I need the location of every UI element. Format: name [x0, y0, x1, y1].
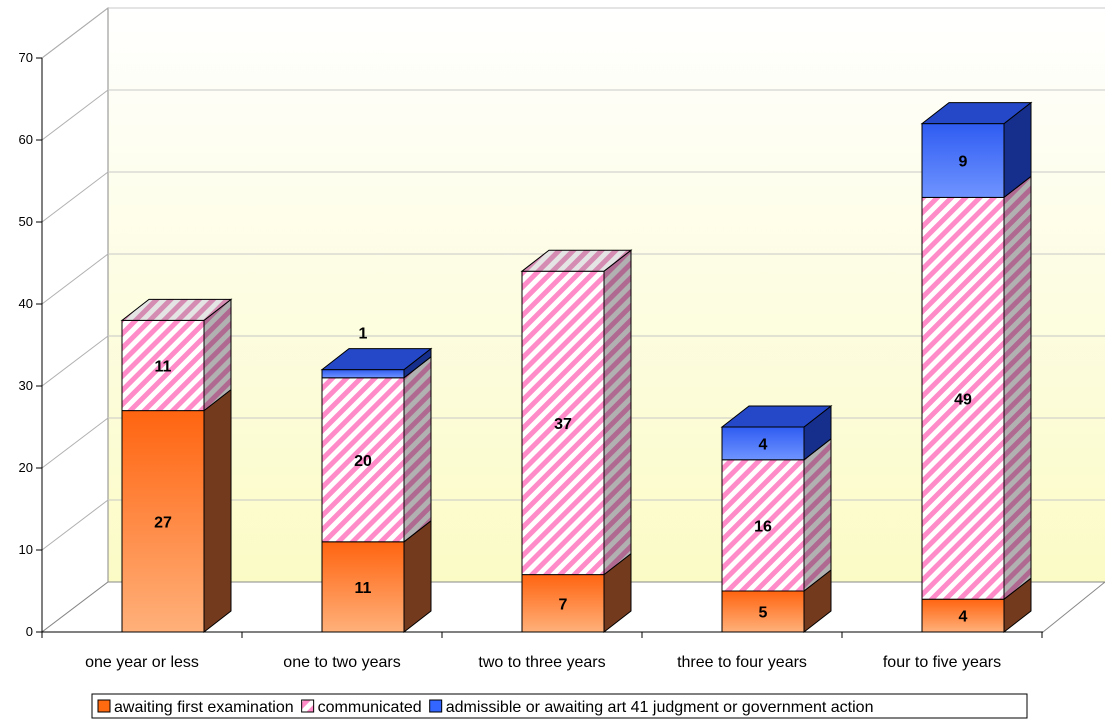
data-label-awaiting-first-examination-two-to-three-years: 7	[559, 596, 568, 613]
gridline-side-20	[41, 417, 109, 469]
gridline-side-50	[41, 171, 109, 223]
gridline-side-60	[41, 89, 109, 141]
gridline-side-30	[41, 335, 109, 387]
data-label-awaiting-first-examination-one-year-or-less: 27	[154, 514, 172, 531]
x-tick-label-three-to-four-years: three to four years	[677, 654, 807, 671]
y-tick-label-40: 40	[19, 296, 33, 311]
bar-communicated-one-to-two-years	[321, 377, 405, 543]
legend-label-awaiting-first-examination: awaiting first examination	[114, 699, 294, 716]
bar-awaiting-first-examination-three-to-four-years	[721, 590, 805, 633]
data-label-awaiting-first-examination-one-to-two-years: 11	[355, 580, 372, 597]
data-label-communicated-one-year-or-less: 11	[155, 359, 172, 376]
side-wall	[41, 6, 109, 634]
legend-swatch-admissible-or-awaiting-art-41-judgment-or-government-action	[429, 699, 443, 713]
y-tick-label-20: 20	[19, 460, 33, 475]
data-label-admissible-or-awaiting-art-41-judgment-or-government-action-one-to-two-years: 1	[359, 326, 368, 343]
bar-admissible-or-awaiting-art-41-judgment-or-government-action-four-to-five-years	[921, 123, 1005, 198]
bar-admissible-or-awaiting-art-41-judgment-or-government-action-four-to-five-years-top	[920, 102, 1033, 125]
bar-stack-four-to-five-years	[920, 101, 1033, 634]
bar-communicated-two-to-three-years-side	[603, 249, 632, 576]
x-tick-label-two-to-three-years: two to three years	[478, 654, 605, 671]
gridline-side-40	[41, 253, 109, 305]
legend-swatch-communicated	[301, 699, 315, 713]
data-label-admissible-or-awaiting-art-41-judgment-or-government-action-four-to-five-years: 9	[959, 154, 968, 171]
bar-communicated-one-to-two-years-side	[403, 355, 432, 543]
bar-communicated-one-year-or-less-top	[120, 298, 233, 321]
data-label-communicated-one-to-two-years: 20	[354, 453, 372, 470]
bar-communicated-three-to-four-years	[721, 459, 805, 592]
legend-label-admissible-or-awaiting-art-41-judgment-or-government-action: admissible or awaiting art 41 judgment o…	[446, 699, 874, 716]
y-tick-label-10: 10	[19, 542, 33, 557]
bar-admissible-or-awaiting-art-41-judgment-or-government-action-three-to-four-years	[721, 426, 805, 461]
legend-box	[91, 693, 1028, 719]
data-labels: 27 11 11 20 1 7 37 5 16 4 4 49 9	[154, 154, 972, 626]
data-label-awaiting-first-examination-three-to-four-years: 5	[759, 605, 768, 622]
bar-admissible-or-awaiting-art-41-judgment-or-government-action-three-to-four-years-top	[720, 405, 833, 428]
axes: 0 10 20 30 40 50 60 70 one year or less one to tw…	[19, 50, 1043, 671]
bar-communicated-four-to-five-years-side	[1003, 175, 1032, 601]
bar-admissible-or-awaiting-art-41-judgment-or-government-action-one-to-two-years-top	[320, 348, 433, 371]
bar-communicated-one-year-or-less	[121, 319, 205, 412]
data-label-communicated-three-to-four-years: 16	[754, 518, 772, 535]
y-tick-label-60: 60	[19, 132, 33, 147]
gridline-side-70	[41, 7, 109, 59]
bars	[120, 101, 1033, 634]
bar-awaiting-first-examination-one-year-or-less-side	[203, 388, 232, 634]
x-tick-label-four-to-five-years: four to five years	[883, 654, 1001, 671]
y-tick-label-50: 50	[19, 214, 33, 229]
legend-label-communicated: communicated	[318, 699, 422, 716]
bar-awaiting-first-examination-two-to-three-years	[521, 574, 605, 633]
legend: awaiting first examination communicated ad…	[91, 693, 1028, 719]
y-tick-label-30: 30	[19, 378, 33, 393]
bar-admissible-or-awaiting-art-41-judgment-or-government-action-one-to-two-years	[321, 369, 405, 379]
bar-stack-three-to-four-years	[720, 404, 833, 634]
bar-stack-two-to-three-years	[520, 249, 633, 634]
data-label-communicated-four-to-five-years: 49	[954, 391, 972, 408]
legend-swatch-awaiting-first-examination	[97, 699, 111, 713]
data-label-communicated-two-to-three-years: 37	[554, 416, 572, 433]
x-tick-label-one-to-two-years: one to two years	[283, 654, 400, 671]
bar-stack-one-to-two-years	[320, 347, 433, 634]
bar-communicated-three-to-four-years-side	[803, 437, 832, 593]
data-label-admissible-or-awaiting-art-41-judgment-or-government-action-three-to-four-years: 4	[759, 436, 768, 453]
y-tick-label-0: 0	[26, 624, 33, 639]
data-label-awaiting-first-examination-four-to-five-years: 4	[959, 609, 968, 626]
bar-communicated-two-to-three-years-top	[520, 249, 633, 272]
bar-awaiting-first-examination-one-year-or-less	[121, 410, 205, 633]
bar-stack-one-year-or-less	[120, 298, 233, 634]
gridline-side-10	[41, 499, 109, 551]
y-tick-label-70: 70	[19, 50, 33, 65]
x-tick-label-one-year-or-less: one year or less	[85, 654, 199, 671]
bar-awaiting-first-examination-one-to-two-years	[321, 541, 405, 633]
